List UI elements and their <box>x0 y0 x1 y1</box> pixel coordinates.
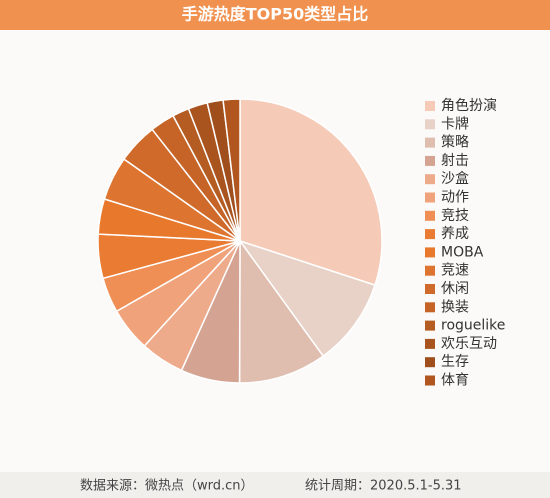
legend-swatch <box>425 174 435 185</box>
legend-swatch <box>425 119 435 130</box>
pie-slice <box>238 239 376 358</box>
legend-label: 换装 <box>441 298 469 315</box>
legend-swatch <box>425 229 435 240</box>
legend-swatch <box>425 357 435 368</box>
footer-bar <box>0 472 550 498</box>
period-note: 统计周期：2020.5.1-5.31 <box>305 479 462 494</box>
legend-label: 竞技 <box>441 207 469 224</box>
legend-label: 竞速 <box>441 262 469 279</box>
legend-swatch <box>425 210 435 221</box>
legend-label: 生存 <box>441 354 469 370</box>
legend-label: 沙盒 <box>441 170 469 187</box>
legend-label: 策略 <box>441 134 469 151</box>
legend-label: MOBA <box>441 244 484 260</box>
legend-label: 体育 <box>441 373 469 389</box>
legend-label: 角色扮演 <box>441 97 497 114</box>
legend-label: 欢乐互动 <box>441 336 497 352</box>
legend-swatch <box>425 137 435 148</box>
legend-label: 养成 <box>441 226 469 242</box>
legend-swatch <box>425 192 435 203</box>
legend-label: 动作 <box>441 190 469 206</box>
source-note: 数据来源：微热点（wrd.cn） <box>80 479 254 494</box>
title-bar <box>0 0 550 30</box>
legend-swatch <box>425 338 435 349</box>
legend-swatch <box>425 284 435 294</box>
legend-swatch <box>425 375 435 386</box>
legend-label: roguelike <box>441 318 505 334</box>
legend-swatch <box>425 302 435 313</box>
pie-slice <box>238 238 325 384</box>
legend-label: 射击 <box>441 153 469 169</box>
legend-swatch <box>425 155 435 166</box>
legend-swatch <box>425 247 435 258</box>
legend-swatch <box>425 101 435 111</box>
pie-slice <box>222 98 241 242</box>
legend-swatch <box>425 265 435 276</box>
legend-label: 休闲 <box>441 281 469 297</box>
pie <box>97 98 383 384</box>
legend-swatch <box>425 320 435 331</box>
chart-title: 手游热度TOP50类型占比 <box>182 5 369 24</box>
legend-label: 卡牌 <box>441 115 469 132</box>
pie-slice <box>239 98 383 287</box>
